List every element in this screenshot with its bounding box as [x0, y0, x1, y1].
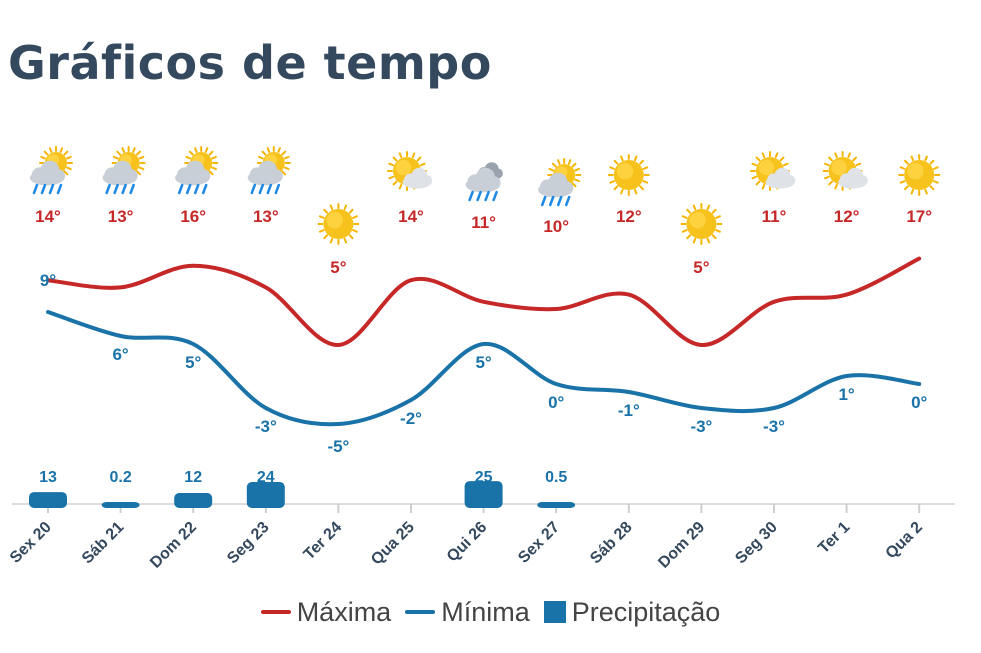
precip-bar: [537, 502, 576, 508]
legend-precip-swatch: [543, 601, 566, 623]
x-tick-label: Qui 26: [444, 519, 491, 566]
max-temp-label: 12°: [616, 207, 642, 226]
sun-cloud-icon: [387, 151, 433, 191]
legend-precip-label: Precipitação: [571, 596, 721, 627]
max-temp-line: [46, 256, 922, 348]
legend-max-swatch: [260, 610, 291, 614]
sun-icon: [317, 203, 360, 245]
sun-cloud-rain-icon: [247, 146, 291, 195]
x-tick-label: Seg 23: [224, 519, 273, 568]
precip-bar: [246, 482, 285, 508]
min-temp-label: -2°: [400, 409, 422, 428]
weather-chart: 13 0.2 12 24 25 0.5 14° 13° 16° 13° 5° 14° 11° 10° 12°…: [7, 146, 955, 572]
min-temp-label: 0°: [548, 393, 564, 412]
legend-max-label: Máxima: [296, 596, 392, 627]
max-temp-label: 17°: [906, 207, 932, 226]
sun-cloud-rain-icon: [175, 146, 219, 195]
min-temp-label: 9°: [40, 271, 56, 290]
precip-label: 24: [257, 469, 275, 486]
legend-item-min[interactable]: Mínima: [405, 597, 530, 628]
max-temp-label: 13°: [108, 207, 134, 226]
max-temp-label: 5°: [693, 258, 709, 277]
min-temp-label: -3°: [255, 417, 277, 436]
legend-min-label: Mínima: [441, 596, 530, 627]
max-temp-label: 11°: [471, 213, 496, 232]
legend-item-max[interactable]: Máxima: [260, 596, 392, 628]
min-temp-label: -1°: [618, 401, 640, 420]
precip-label: 12: [184, 469, 202, 486]
max-temp-label: 13°: [253, 207, 279, 226]
chart-legend: Máxima Mínima Precipitação: [0, 592, 981, 632]
precip-label: 25: [475, 469, 493, 486]
precip-bar: [29, 492, 67, 508]
page-title: Gráficos de tempo: [8, 36, 492, 90]
min-temp-label: 0°: [911, 393, 927, 412]
precip-bar: [174, 493, 213, 508]
sun-cloud-rain-icon: [102, 146, 146, 195]
max-temp-label: 11°: [762, 207, 787, 226]
x-tick-label: Sáb 28: [587, 519, 636, 568]
min-temp-label: 6°: [112, 345, 128, 364]
sun-cloud-rain-icon: [29, 146, 73, 195]
min-temp-label: -3°: [690, 417, 712, 436]
sun-cloud-icon: [750, 151, 796, 191]
min-temp-label: -5°: [327, 437, 349, 456]
legend-min-swatch: [405, 610, 436, 614]
min-temp-label: 5°: [185, 353, 201, 372]
x-tick-label: Ter 24: [301, 519, 346, 564]
precip-label: 13: [39, 469, 57, 486]
sun-cloud-icon: [822, 151, 868, 191]
x-tick-label: Sex 27: [515, 519, 563, 567]
max-temp-label: 16°: [180, 207, 206, 226]
precip-bar: [464, 481, 503, 508]
max-temp-label: 10°: [543, 217, 569, 236]
min-temp-label: 5°: [475, 353, 491, 372]
x-tick-label: Qua 25: [368, 519, 418, 569]
min-temp-label: 1°: [838, 385, 854, 404]
precip-label: 0.2: [109, 469, 131, 486]
x-tick-label: Sáb 21: [79, 519, 128, 568]
x-tick-label: Dom 22: [147, 519, 200, 572]
precip-bar: [101, 502, 140, 508]
max-temp-label: 5°: [330, 258, 346, 277]
x-tick-label: Sex 20: [7, 519, 55, 567]
x-tick-label: Seg 30: [732, 519, 781, 568]
max-temp-label: 14°: [35, 207, 61, 226]
cloud-rain-icon: [465, 162, 503, 202]
sun-icon: [607, 154, 650, 196]
max-temp-label: 14°: [398, 207, 424, 226]
x-tick-label: Ter 1: [815, 519, 853, 557]
precip-label: 0.5: [545, 469, 567, 486]
max-temp-label: 12°: [834, 207, 860, 226]
x-tick-label: Qua 2: [883, 519, 927, 563]
x-tick-label: Dom 29: [655, 519, 708, 572]
legend-item-precip[interactable]: Precipitação: [543, 596, 721, 628]
min-temp-label: -3°: [763, 417, 785, 436]
sun-icon: [898, 154, 941, 196]
sun-cloud-rain-icon: [538, 158, 582, 207]
sun-icon: [680, 203, 723, 245]
min-temp-line: [46, 310, 922, 427]
